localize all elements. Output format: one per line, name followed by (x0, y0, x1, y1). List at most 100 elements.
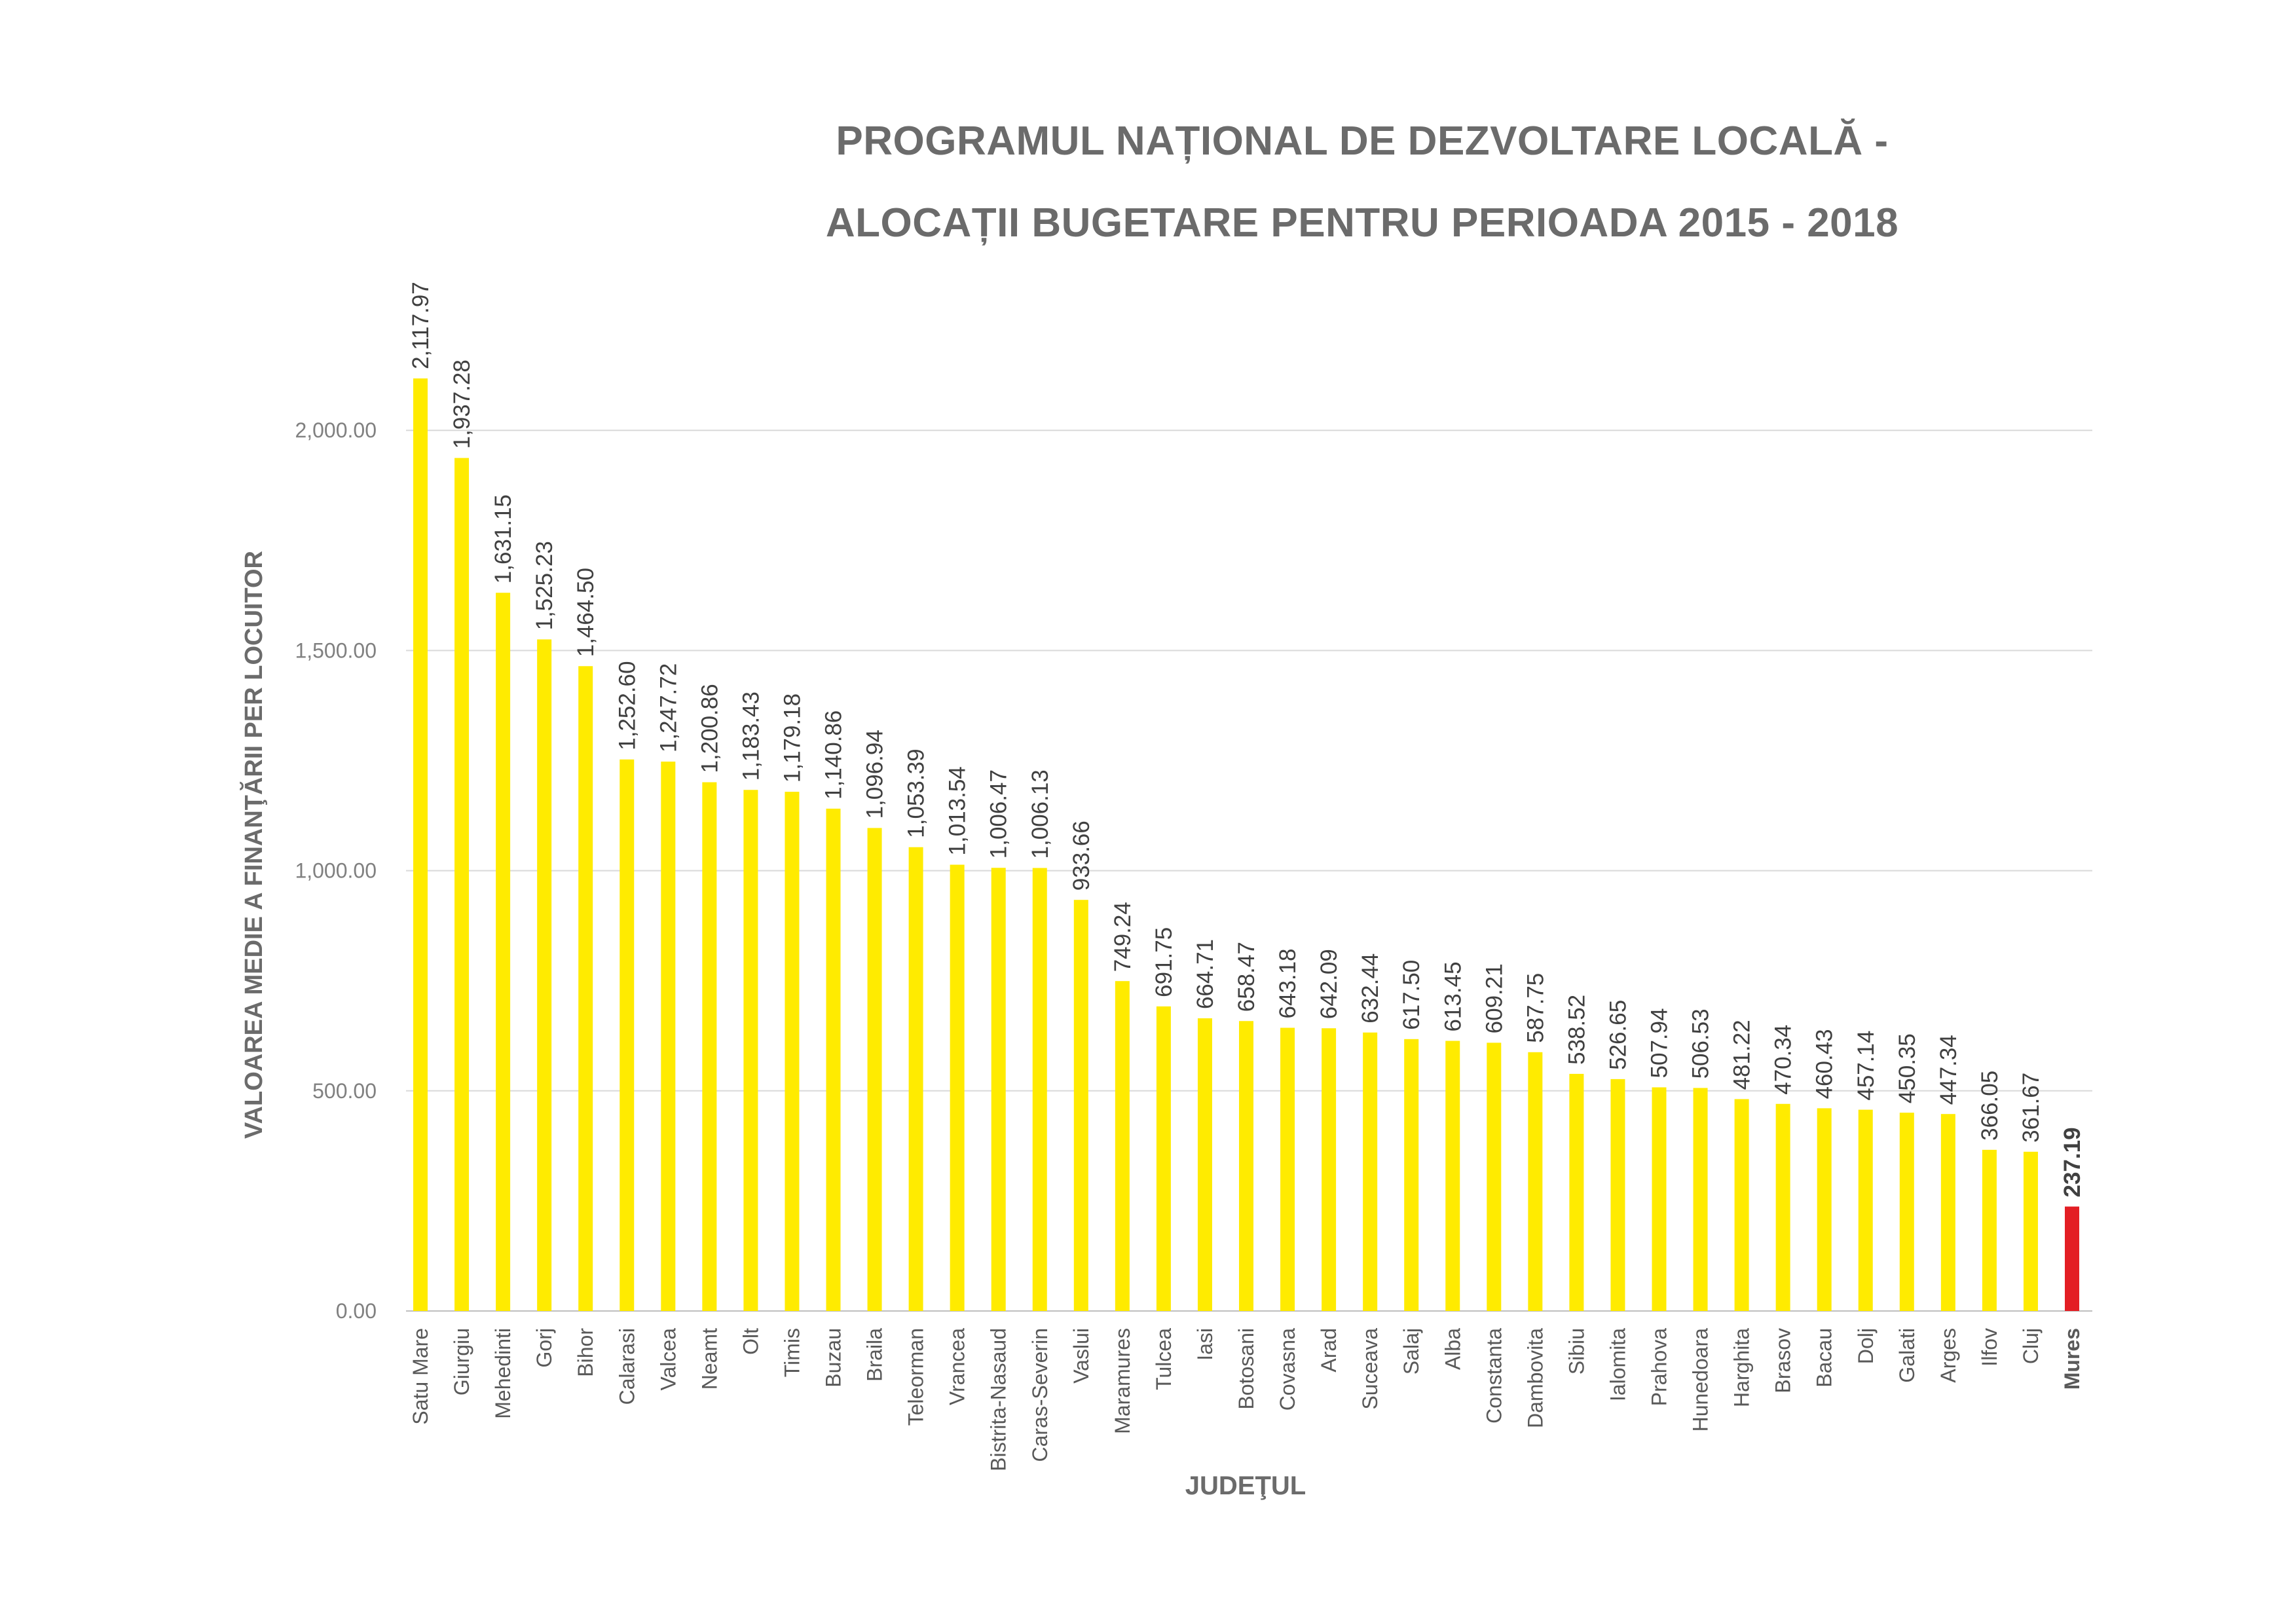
x-axis-categories: Satu Mare Giurgiu Mehedinti Gorj Bihor Calara… (409, 1328, 2084, 1471)
category-label: Neamt (697, 1328, 721, 1390)
data-label: 1,006.47 (986, 769, 1012, 858)
bar (413, 378, 428, 1311)
y-tick-label: 2,000.00 (295, 418, 377, 442)
data-label: 450.35 (1895, 1033, 1920, 1103)
bar (1197, 1018, 1212, 1311)
data-label: 658.47 (1234, 942, 1259, 1012)
category-label: Ialomita (1606, 1328, 1629, 1401)
bar (1032, 868, 1047, 1311)
category-label: Bistrita-Nasaud (987, 1328, 1010, 1471)
bar (1404, 1039, 1419, 1311)
category-label: Prahova (1648, 1328, 1671, 1406)
data-label: 587.75 (1523, 973, 1548, 1043)
data-label: 1,464.50 (573, 568, 599, 657)
bar (1940, 1114, 1955, 1311)
data-label: 642.09 (1316, 949, 1342, 1019)
data-label: 1,525.23 (532, 541, 557, 630)
bar (1115, 981, 1130, 1311)
data-label: 1,937.28 (449, 360, 475, 449)
data-label: 643.18 (1275, 948, 1301, 1018)
data-label: 460.43 (1812, 1029, 1838, 1099)
category-label: Ilfov (1978, 1328, 2001, 1367)
bar (1693, 1088, 1708, 1311)
bar (1569, 1073, 1584, 1311)
data-label: 617.50 (1399, 960, 1424, 1030)
category-label: Cluj (2019, 1328, 2043, 1364)
data-label: 538.52 (1564, 995, 1589, 1065)
data-label: 447.34 (1936, 1035, 1961, 1105)
data-label: 1,631.15 (491, 494, 516, 583)
data-label: 366.05 (1977, 1071, 2003, 1141)
bar (785, 792, 800, 1311)
bar (620, 759, 635, 1311)
bar (1734, 1099, 1749, 1311)
bar (2023, 1151, 2038, 1311)
data-label: 470.34 (1771, 1025, 1796, 1095)
category-label: Alba (1441, 1328, 1464, 1370)
data-labels: 2,117.97 1,937.28 1,631.15 1,525.23 1,464.50… (408, 282, 2085, 1197)
bar (496, 593, 511, 1311)
bar (743, 790, 758, 1311)
category-label: Braila (863, 1328, 887, 1382)
bar (826, 808, 841, 1311)
bar (1528, 1052, 1543, 1311)
category-label: Arad (1317, 1328, 1341, 1373)
data-label: 506.53 (1688, 1008, 1714, 1079)
bar (991, 868, 1006, 1311)
category-label: Olt (739, 1328, 762, 1355)
y-tick-label: 500.00 (312, 1079, 377, 1103)
data-label: 1,179.18 (779, 693, 805, 783)
y-axis-ticks: 0.00 500.00 1,000.00 1,500.00 2,000.00 (295, 418, 377, 1323)
bar (1775, 1103, 1790, 1311)
category-label: Valcea (656, 1328, 680, 1391)
data-label: 613.45 (1440, 961, 1466, 1031)
y-axis-label: VALOAREA MEDIE A FINANŢĂRII PER LOCUITOR (239, 551, 268, 1139)
category-label: Maramures (1111, 1328, 1134, 1434)
bar (950, 864, 965, 1311)
data-label: 749.24 (1110, 902, 1136, 972)
data-label: 526.65 (1605, 1000, 1631, 1070)
bar (1899, 1113, 1914, 1311)
category-label: Vrancea (946, 1328, 969, 1405)
category-label: Iasi (1193, 1328, 1217, 1361)
data-label: 1,140.86 (821, 710, 847, 800)
category-label: Satu Mare (409, 1328, 432, 1425)
bars (413, 378, 2079, 1312)
category-label: Caras-Severin (1028, 1328, 1052, 1462)
chart-title-line-1: PROGRAMUL NAȚIONAL DE DEZVOLTARE LOCALĂ … (836, 119, 1889, 164)
category-label: Bihor (574, 1328, 597, 1377)
data-label: 1,183.43 (738, 692, 764, 781)
data-label: 1,200.86 (697, 684, 722, 773)
category-label: Teleorman (904, 1328, 928, 1426)
data-label: 1,247.72 (656, 663, 681, 752)
category-label: Calarasi (615, 1328, 639, 1405)
bar (537, 639, 552, 1312)
data-label: 1,252.60 (614, 661, 640, 750)
bar (454, 458, 470, 1311)
data-label: 361.67 (2018, 1073, 2044, 1143)
data-label: 1,053.39 (904, 748, 929, 838)
bar (1322, 1028, 1337, 1311)
category-label: Tulcea (1152, 1328, 1176, 1390)
y-tick-label: 0.00 (336, 1299, 377, 1323)
bar (702, 782, 717, 1311)
category-label: Mehedinti (491, 1328, 515, 1419)
category-label: Gorj (532, 1328, 556, 1367)
bar (1363, 1032, 1378, 1311)
data-label: 481.22 (1730, 1020, 1755, 1090)
category-label: Covasna (1276, 1328, 1299, 1411)
category-label: Dambovita (1523, 1328, 1547, 1428)
data-label: 507.94 (1647, 1008, 1673, 1078)
bar (1073, 900, 1088, 1311)
data-label: 664.71 (1193, 939, 1218, 1009)
bar (1239, 1021, 1253, 1311)
bar (1982, 1149, 1997, 1311)
category-label: Bacau (1813, 1328, 1836, 1388)
data-label: 237.19 (2060, 1127, 2085, 1197)
category-label: Suceava (1358, 1328, 1382, 1410)
category-label: Arges (1936, 1328, 1960, 1383)
category-label: Harghita (1730, 1328, 1754, 1407)
bar (1858, 1109, 1873, 1311)
